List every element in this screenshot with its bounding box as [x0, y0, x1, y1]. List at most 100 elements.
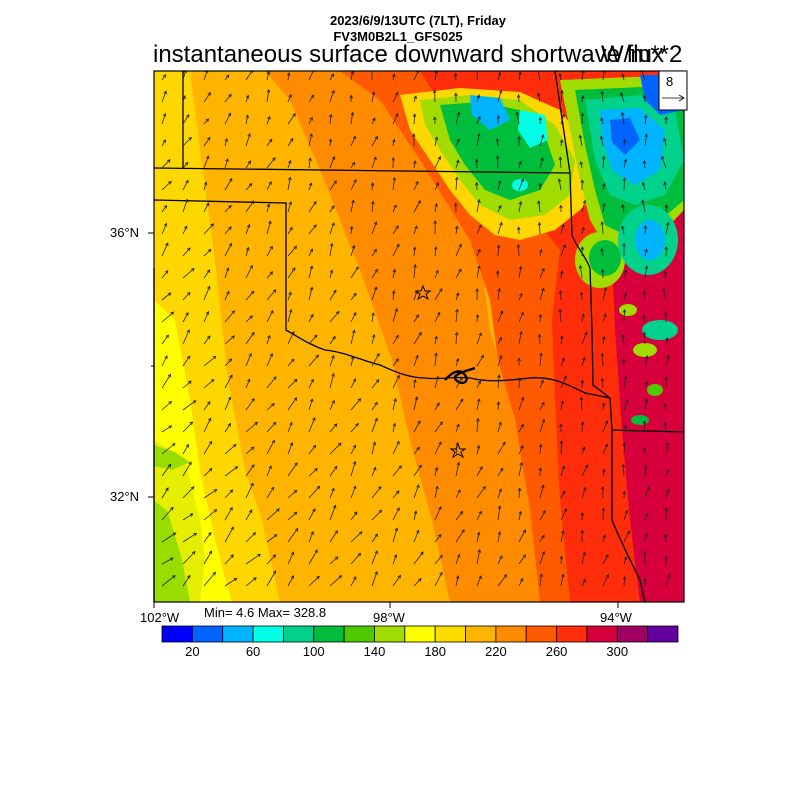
wind-arrow-head	[456, 553, 461, 558]
wind-arrow	[476, 445, 480, 455]
wind-arrow	[559, 309, 562, 323]
wind-arrow-head	[394, 308, 398, 312]
wind-arrow-head	[373, 156, 377, 161]
wind-arrow-head	[334, 556, 339, 560]
wind-arrow	[203, 71, 208, 81]
wind-arrow	[560, 270, 563, 279]
wind-arrow	[413, 160, 416, 169]
wind-arrow	[245, 160, 251, 169]
wind-arrow	[518, 578, 524, 587]
wind-arrow	[581, 512, 583, 521]
wind-arrow-head	[276, 508, 280, 512]
wind-arrow-head	[498, 488, 502, 493]
wind-arrow	[581, 380, 583, 389]
wind-arrow-head	[335, 310, 340, 315]
wind-arrow-head	[582, 551, 587, 556]
wind-arrow	[497, 337, 502, 345]
wind-arrow	[455, 377, 463, 389]
wind-arrow-head	[213, 489, 218, 493]
wind-arrow	[602, 203, 605, 213]
wind-arrow	[664, 271, 667, 279]
wind-arrow-head	[357, 398, 362, 402]
wind-arrow	[371, 510, 382, 521]
wind-arrow	[644, 355, 648, 367]
wind-arrow-head	[395, 334, 399, 339]
wind-arrow	[203, 532, 212, 543]
wind-arrow-head	[186, 113, 190, 118]
wind-arrow	[497, 555, 503, 565]
wind-arrow	[413, 379, 416, 389]
wind-arrow	[350, 293, 357, 301]
wind-arrow-head	[643, 550, 647, 555]
wind-arrow	[623, 269, 627, 279]
wind-arrow	[245, 464, 255, 477]
wind-arrow	[455, 462, 460, 477]
wind-arrow	[287, 227, 293, 235]
wind-arrow	[308, 117, 313, 125]
wind-arrow	[287, 462, 298, 477]
wind-arrow-head	[288, 94, 292, 98]
wind-arrow	[266, 376, 277, 389]
wind-arrow-head	[351, 244, 356, 249]
wind-arrow	[161, 91, 167, 103]
wind-arrow-head	[434, 466, 439, 471]
wind-arrow	[434, 312, 441, 323]
colorbar-swatch	[616, 625, 649, 643]
wind-arrow-head	[665, 441, 670, 446]
wind-arrow-head	[352, 460, 357, 465]
wind-arrow	[518, 378, 521, 389]
wind-arrow	[161, 507, 174, 521]
wind-arrow	[413, 181, 419, 191]
wind-arrow	[539, 419, 545, 433]
wind-arrow	[287, 442, 293, 455]
wind-arrow-head	[579, 396, 584, 401]
wind-arrow	[245, 247, 249, 257]
wind-arrow-head	[455, 308, 459, 313]
wind-arrow-head	[207, 92, 211, 96]
wind-arrow	[308, 354, 319, 367]
wind-arrow-head	[642, 446, 647, 451]
wind-arrow	[643, 160, 646, 169]
wind-arrow	[350, 445, 356, 455]
wind-arrow	[518, 178, 524, 191]
wind-arrow-head	[454, 176, 459, 181]
wind-arrow-head	[663, 533, 668, 538]
wind-arrow-head	[313, 224, 317, 228]
wind-arrow	[161, 355, 168, 367]
wind-arrow-head	[663, 137, 667, 142]
wind-arrow-head	[456, 159, 460, 164]
wind-arrow	[413, 420, 421, 433]
wind-arrow-head	[372, 333, 376, 338]
wind-arrow	[371, 286, 377, 301]
wind-arrow-head	[313, 334, 318, 339]
wind-arrow	[413, 447, 420, 455]
wind-arrow-head	[538, 443, 543, 448]
wind-arrow-head	[454, 331, 459, 336]
wind-arrow-head	[191, 551, 196, 555]
wind-arrow	[539, 485, 544, 499]
wind-arrow	[518, 201, 522, 213]
wind-arrow-head	[623, 375, 628, 380]
wind-arrow	[623, 376, 627, 389]
wind-arrow	[182, 71, 186, 81]
wind-arrow-head	[584, 331, 588, 336]
wind-arrow	[287, 292, 292, 301]
wind-arrow-head	[210, 223, 215, 227]
wind-arrow	[518, 445, 524, 455]
wind-arrow-head	[415, 354, 419, 359]
wind-arrow	[161, 401, 172, 411]
wind-arrow-head	[251, 331, 255, 336]
wind-arrow	[203, 335, 211, 345]
wind-arrow	[476, 511, 482, 521]
wind-arrow	[266, 570, 276, 587]
wind-arrow-head	[257, 553, 261, 558]
wind-arrow	[245, 115, 249, 125]
wind-arrow	[182, 532, 197, 543]
wind-arrow-head	[622, 138, 627, 143]
wind-arrow	[350, 553, 361, 565]
wind-arrow	[434, 486, 438, 499]
colorbar-swatch	[191, 625, 224, 643]
wind-arrow	[245, 95, 249, 103]
wind-arrow	[623, 177, 625, 191]
wind-arrow	[560, 90, 563, 103]
